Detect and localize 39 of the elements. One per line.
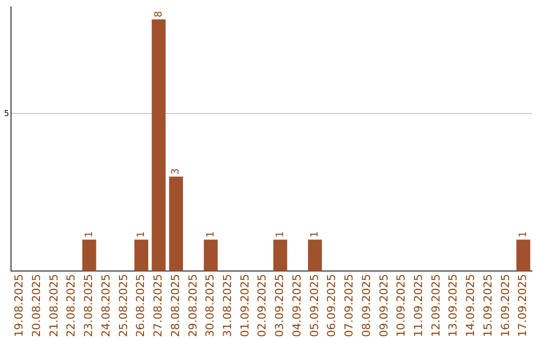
data-label: 8: [153, 11, 164, 18]
x-tick-label: 04.09.2025: [290, 274, 304, 338]
x-tick-label: 17.09.2025: [516, 274, 530, 338]
data-label: 1: [518, 231, 529, 238]
x-tick-label: 30.08.2025: [204, 274, 217, 338]
x-tick-label: 10.09.2025: [394, 274, 408, 338]
y-tick-label: 5: [4, 108, 10, 118]
x-tick-label: 26.08.2025: [134, 274, 148, 338]
x-tick-label: 27.08.2025: [152, 274, 165, 338]
x-tick-label: 16.09.2025: [498, 274, 512, 338]
x-tick-label: 23.08.2025: [82, 274, 96, 338]
data-label: 1: [205, 231, 216, 238]
x-tick-label: 28.08.2025: [168, 274, 182, 338]
data-label: 1: [136, 231, 147, 238]
x-tick-label: 08.09.2025: [360, 274, 373, 338]
data-label: 1: [274, 231, 286, 238]
data-label: 1: [310, 231, 321, 238]
x-tick-label: 12.09.2025: [429, 274, 442, 338]
x-tick-label: 21.08.2025: [47, 274, 60, 338]
data-label: 1: [84, 231, 95, 238]
x-tick-label: 06.09.2025: [325, 274, 338, 338]
x-tick-label: 22.08.2025: [64, 274, 78, 338]
x-tick-label: 31.08.2025: [220, 274, 234, 338]
x-tick-label: 14.09.2025: [464, 274, 478, 338]
x-tick-label: 25.08.2025: [116, 274, 130, 338]
x-tick-label: 02.09.2025: [256, 274, 269, 338]
x-tick-label: 15.09.2025: [481, 274, 494, 338]
x-tick-label: 24.08.2025: [99, 274, 112, 338]
x-tick-label: 03.09.2025: [273, 274, 286, 338]
x-tick-label: 01.09.2025: [238, 274, 252, 338]
x-tick-label: 07.09.2025: [342, 274, 356, 338]
x-tick-label: 09.09.2025: [377, 274, 390, 338]
x-tick-label: 29.08.2025: [186, 274, 200, 338]
data-label: 3: [170, 168, 182, 175]
x-tick-label: 05.09.2025: [308, 274, 321, 338]
x-tick-label: 20.08.2025: [30, 274, 43, 338]
x-tick-label: 13.09.2025: [446, 274, 460, 338]
x-tick-label: 11.09.2025: [412, 274, 425, 338]
x-tick-label: 19.08.2025: [12, 274, 26, 338]
